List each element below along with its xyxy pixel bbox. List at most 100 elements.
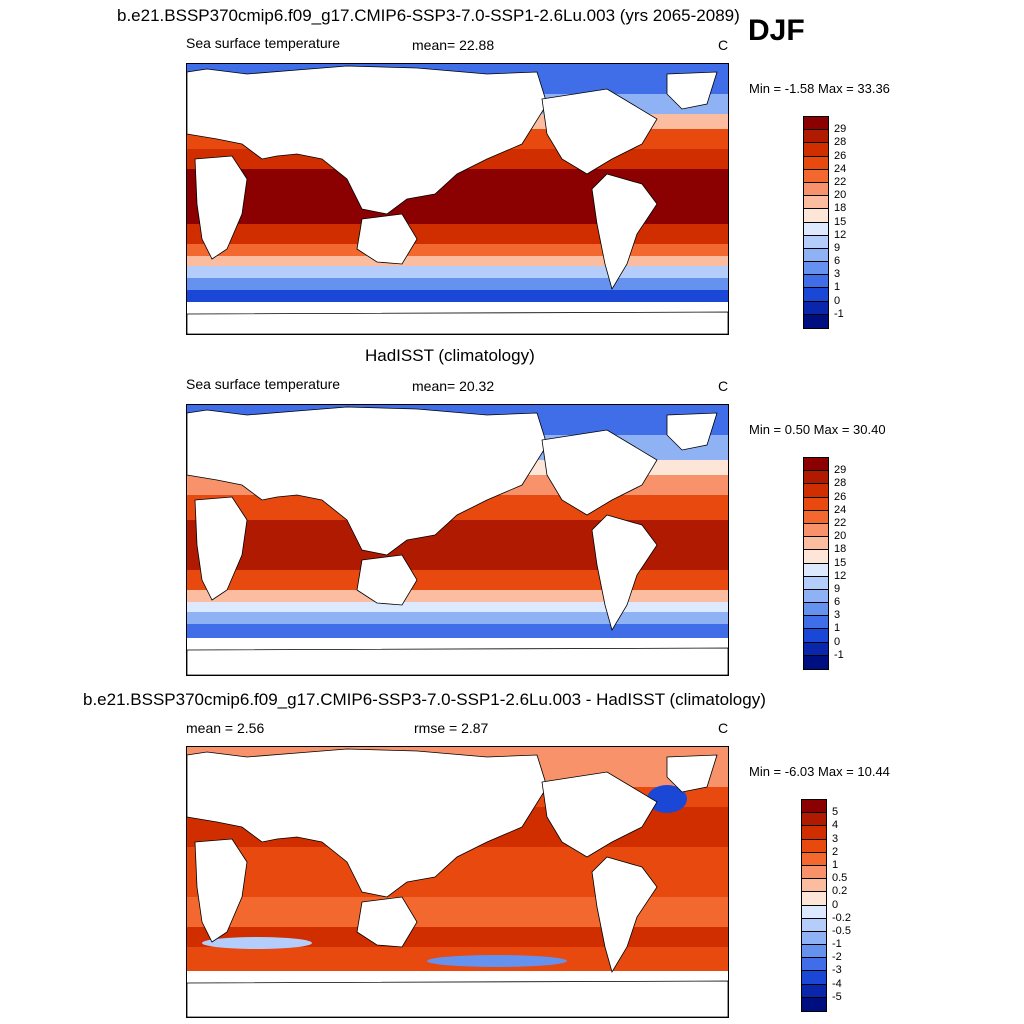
colorbar-segment — [804, 629, 828, 643]
colorbar-segment — [802, 892, 826, 906]
colorbar-tick-label: 12 — [834, 569, 847, 582]
panel1-colorbar-labels: 29 28 26 24 22 20 18 15 12 9 6 3 1 0 -1 — [834, 116, 894, 327]
colorbar-tick-label: 20 — [834, 530, 847, 543]
colorbar-segment — [804, 484, 828, 498]
panel1-field-label: Sea surface temperature — [186, 35, 341, 51]
colorbar-segment — [804, 314, 828, 328]
colorbar-segment — [804, 143, 828, 157]
colorbar-segment — [804, 655, 828, 669]
colorbar-tick-label: 6 — [834, 596, 841, 609]
colorbar-segment — [804, 288, 828, 302]
colorbar-tick-label: 29 — [834, 123, 847, 136]
colorbar-segment — [802, 879, 826, 893]
colorbar-tick-label: 1 — [832, 858, 839, 871]
colorbar-segment — [802, 931, 826, 946]
colorbar-tick-label: -1 — [834, 648, 844, 661]
colorbar-segment — [802, 905, 826, 919]
colorbar-tick-label: 15 — [834, 556, 847, 569]
colorbar-tick-label: 0 — [832, 898, 839, 911]
colorbar-tick-label: 0.2 — [832, 885, 848, 898]
colorbar-tick-label: -0.5 — [832, 924, 851, 937]
colorbar-segment — [804, 510, 828, 524]
colorbar-tick-label: 22 — [834, 175, 847, 188]
colorbar-tick-label: 12 — [834, 228, 847, 241]
panel1-colorbar — [803, 116, 829, 329]
colorbar-segment — [802, 852, 826, 866]
panel3-minmax: Min = -6.03 Max = 10.44 — [749, 764, 890, 779]
colorbar-tick-label: 3 — [832, 832, 839, 845]
panel2-field-label: Sea surface temperature — [186, 376, 341, 392]
colorbar-tick-label: 20 — [834, 189, 847, 202]
colorbar-segment — [804, 117, 828, 131]
colorbar-tick-label: 28 — [834, 477, 847, 490]
colorbar-tick-label: 26 — [834, 490, 847, 503]
colorbar-segment — [802, 984, 826, 998]
panel2-colorbar — [803, 457, 829, 670]
panel3-units: C — [718, 720, 729, 736]
colorbar-tick-label: -2 — [832, 951, 842, 964]
panel2-colorbar-labels: 29 28 26 24 22 20 18 15 12 9 6 3 1 0 -1 — [834, 457, 894, 668]
colorbar-segment — [804, 550, 828, 564]
colorbar-tick-label: 29 — [834, 464, 847, 477]
colorbar-tick-label: -3 — [832, 964, 842, 977]
colorbar-segment — [804, 497, 828, 511]
panel3-map — [186, 746, 729, 1018]
colorbar-tick-label: 0 — [834, 294, 841, 307]
colorbar-tick-label: 0 — [834, 635, 841, 648]
colorbar-tick-label: 15 — [834, 215, 847, 228]
panel3-rmse: rmse = 2.87 — [414, 720, 489, 736]
colorbar-tick-label: 0.5 — [832, 872, 848, 885]
colorbar-tick-label: 1 — [834, 622, 841, 635]
colorbar-tick-label: 22 — [834, 516, 847, 529]
colorbar-tick-label: 24 — [834, 162, 847, 175]
colorbar-segment — [804, 209, 828, 223]
colorbar-tick-label: 18 — [834, 543, 847, 556]
colorbar-segment — [804, 248, 828, 263]
colorbar-tick-label: 1 — [834, 281, 841, 294]
panel1-map — [186, 63, 729, 335]
panel2-mean: mean= 20.32 — [412, 378, 495, 394]
colorbar-segment — [804, 182, 828, 197]
panel2-units: C — [718, 378, 729, 394]
colorbar-segment — [802, 918, 826, 932]
colorbar-tick-label: 28 — [834, 136, 847, 149]
colorbar-segment — [804, 603, 828, 617]
colorbar-tick-label: 3 — [834, 609, 841, 622]
colorbar-segment — [804, 301, 828, 315]
colorbar-segment — [802, 997, 826, 1011]
colorbar-segment — [802, 839, 826, 853]
colorbar-segment — [802, 945, 826, 959]
panel1-title: b.e21.BSSP370cmip6.f09_g17.CMIP6-SSP3-7.… — [117, 6, 740, 25]
colorbar-tick-label: 2 — [832, 845, 839, 858]
colorbar-tick-label: 4 — [832, 819, 839, 832]
colorbar-segment — [804, 523, 828, 538]
colorbar-segment — [804, 616, 828, 630]
colorbar-segment — [804, 130, 828, 144]
colorbar-tick-label: 9 — [834, 241, 841, 254]
colorbar-segment — [804, 275, 828, 289]
colorbar-segment — [804, 589, 828, 604]
colorbar-segment — [804, 537, 828, 551]
colorbar-segment — [802, 813, 826, 827]
panel2-map — [186, 404, 729, 676]
season-label: DJF — [748, 14, 805, 47]
colorbar-segment — [804, 156, 828, 170]
colorbar-segment — [804, 222, 828, 236]
panel1-mean: mean= 22.88 — [412, 37, 495, 53]
colorbar-tick-label: 3 — [834, 268, 841, 281]
colorbar-segment — [804, 576, 828, 590]
panel2-minmax: Min = 0.50 Max = 30.40 — [749, 422, 886, 437]
colorbar-tick-label: -0.2 — [832, 911, 851, 924]
panel2-title: HadISST (climatology) — [365, 346, 535, 365]
colorbar-segment — [804, 169, 828, 183]
colorbar-tick-label: -1 — [832, 938, 842, 951]
colorbar-tick-label: 24 — [834, 503, 847, 516]
colorbar-segment — [802, 865, 826, 880]
colorbar-tick-label: 6 — [834, 255, 841, 268]
panel1-minmax: Min = -1.58 Max = 33.36 — [749, 81, 890, 96]
colorbar-segment — [802, 971, 826, 985]
colorbar-segment — [804, 235, 828, 249]
colorbar-segment — [802, 958, 826, 972]
colorbar-tick-label: -5 — [832, 990, 842, 1003]
colorbar-tick-label: -4 — [832, 977, 842, 990]
